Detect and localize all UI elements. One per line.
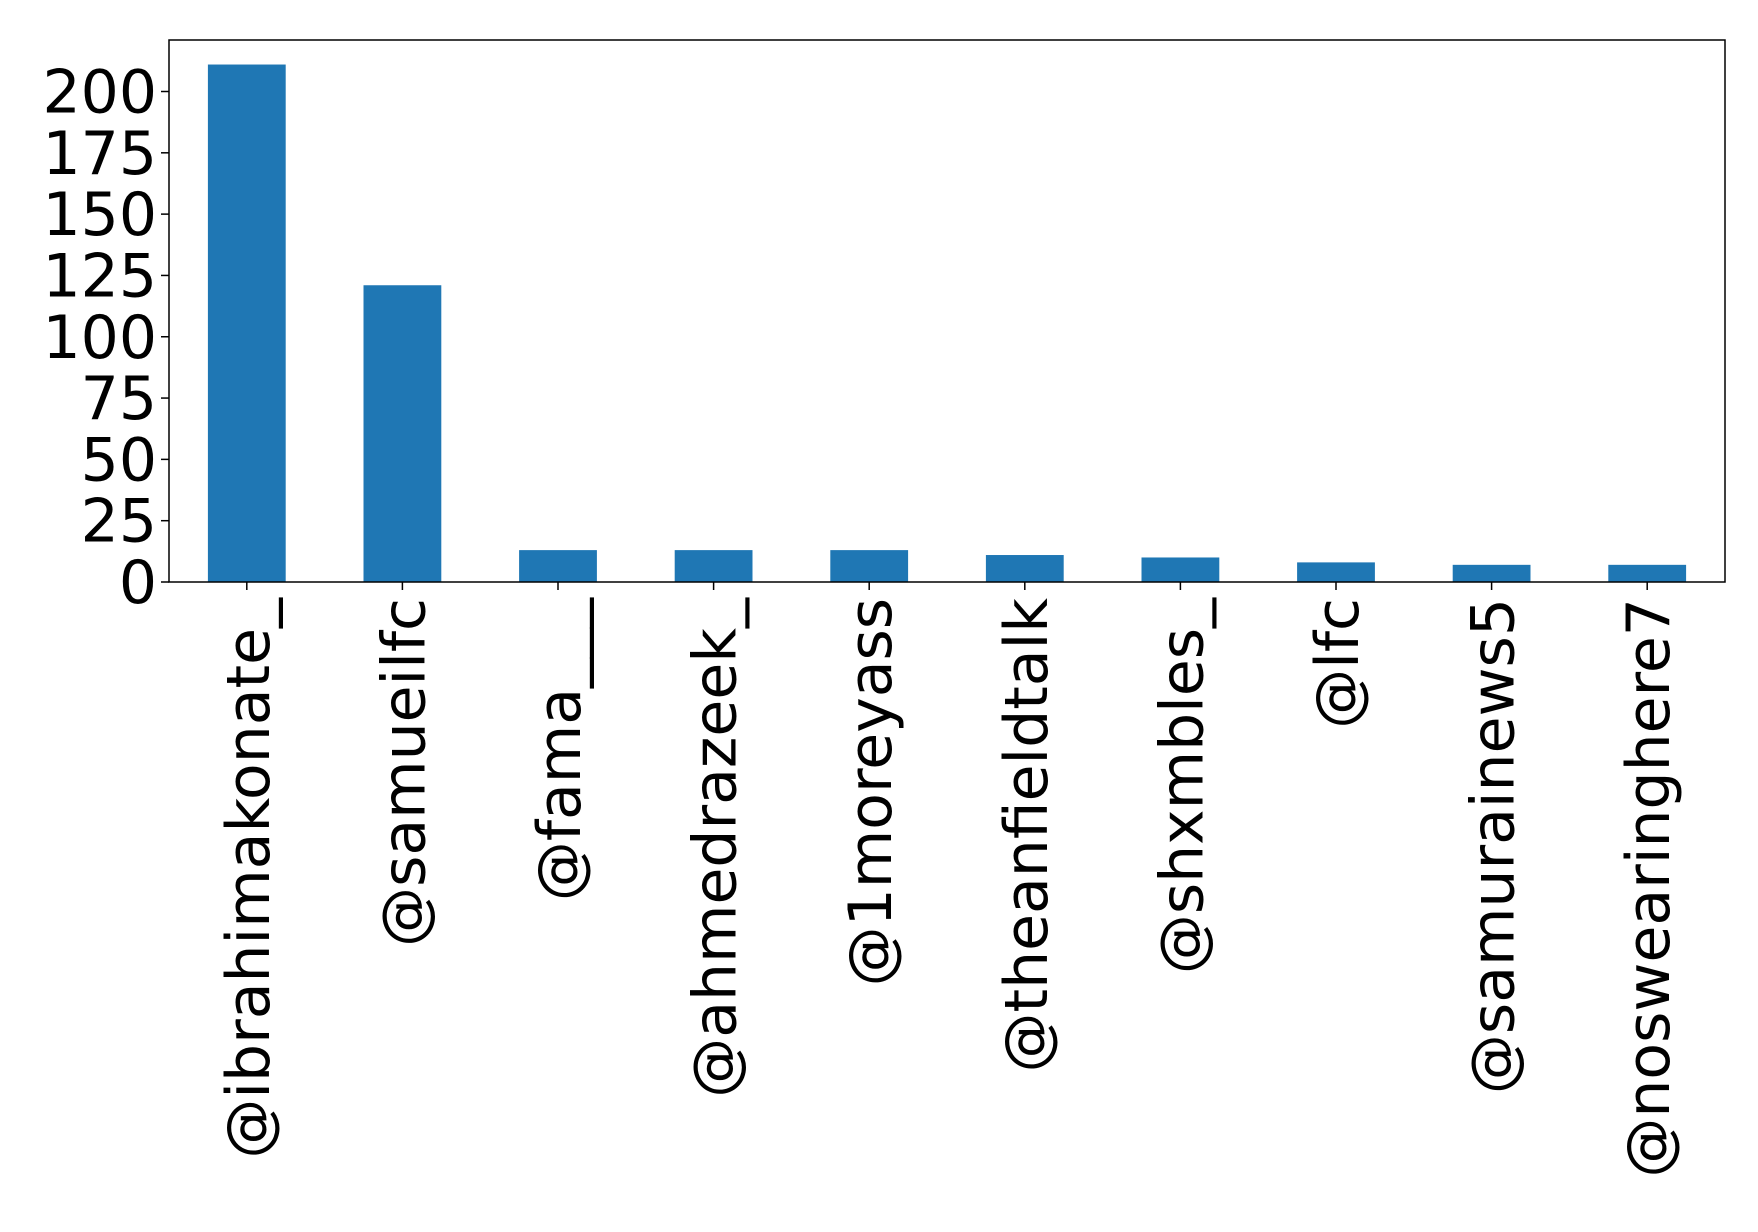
y-tick-label-3: 75 xyxy=(81,364,157,434)
y-tick-label-8: 200 xyxy=(42,58,157,128)
x-tick-label-3: @ahmedrazeek_ xyxy=(681,597,751,1098)
x-tick-label-1: @samueilfc xyxy=(369,598,439,947)
plot-frame xyxy=(168,39,1726,583)
bar-0 xyxy=(207,64,286,582)
y-tick-label-1: 25 xyxy=(81,487,157,557)
x-tick-label-6: @shxmbles_ xyxy=(1147,597,1217,974)
y-tick-label-5: 125 xyxy=(42,241,157,311)
x-tick-label-7: @lfc xyxy=(1303,598,1373,729)
y-tick-label-2: 50 xyxy=(81,425,157,495)
x-tick-label-2: @fama___ xyxy=(525,597,595,901)
bar-6 xyxy=(1141,557,1220,582)
x-tick-label-8: @samurainews5 xyxy=(1459,598,1529,1094)
bar-8 xyxy=(1452,564,1531,582)
x-tick-label-4: @1moreyass xyxy=(836,598,906,986)
y-tick-label-6: 150 xyxy=(42,180,157,250)
bar-3 xyxy=(674,550,753,582)
x-tick-label-5: @theanfieldtalk xyxy=(992,598,1062,1073)
bar-9 xyxy=(1608,564,1687,582)
x-axis: @ibrahimakonate_ @samueilfc @fama___ @ahmed… xyxy=(214,582,1684,1178)
x-tick-label-9: @noswearinghere7 xyxy=(1614,598,1684,1178)
y-tick-label-0: 0 xyxy=(119,548,157,618)
bars-group xyxy=(207,64,1687,582)
bar-5 xyxy=(985,555,1064,582)
bar-2 xyxy=(519,550,597,582)
bar-1 xyxy=(363,285,442,582)
bar-7 xyxy=(1297,562,1375,582)
x-tick-label-0: @ibrahimakonate_ xyxy=(214,597,284,1159)
y-tick-label-4: 100 xyxy=(42,303,157,373)
bar-4 xyxy=(830,550,909,582)
y-tick-label-7: 175 xyxy=(42,119,157,189)
